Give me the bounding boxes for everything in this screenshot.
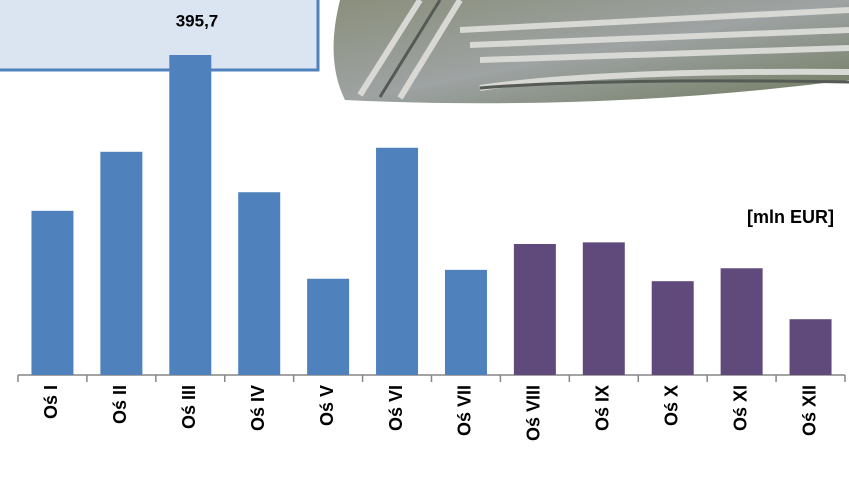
bar [582,242,625,375]
x-tick-label: Oś VIII [524,385,544,441]
x-tick-label: Oś XI [730,385,750,431]
bar [513,243,556,375]
x-tick-label: Oś V [317,385,337,426]
bar [376,147,419,375]
bar [100,151,143,375]
x-tick-label: Oś IX [593,385,613,431]
x-tick-label: Oś X [661,385,681,426]
callout-box [0,0,320,72]
photo [333,0,849,104]
bar [238,192,281,375]
x-tick-label: Oś IV [248,385,268,431]
x-tick-label: Oś III [179,385,199,429]
bar [444,269,487,375]
bar [720,268,763,375]
x-tick-label: Oś VI [386,385,406,431]
unit-label: [mln EUR] [747,207,834,227]
x-tick-label: Oś I [41,385,61,419]
bar [169,55,212,375]
x-tick-label: Oś II [110,385,130,424]
x-tick-label: Oś XII [799,385,819,436]
bar [31,210,74,375]
bar [789,319,832,375]
x-tick-label: Oś VII [455,385,475,436]
bar [651,281,694,375]
data-label: 395,7 [176,11,219,30]
bar [307,278,350,375]
